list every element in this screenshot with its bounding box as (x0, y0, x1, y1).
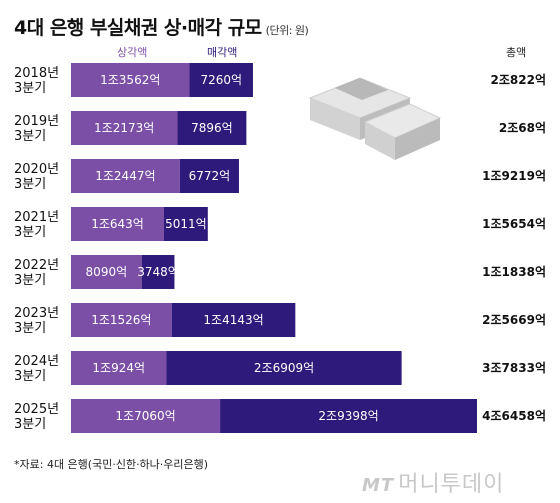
chart-title: 4대 은행 부실채권 상·매각 규모 (단위: 원) (14, 17, 309, 39)
unit-label: (단위: 원) (265, 24, 309, 37)
category-label: 3분기 (14, 273, 46, 288)
category-label: 2020년 (14, 162, 59, 177)
data-label-writeoff: 8090억 (86, 265, 128, 279)
category-label: 2023년 (14, 306, 59, 321)
bar-writeoff (71, 351, 167, 385)
bar-writeoff (71, 207, 165, 241)
bar-writeoff (71, 303, 172, 337)
money-stack-illustration (308, 77, 442, 160)
category-label: 2024년 (14, 354, 59, 369)
bar-sale (141, 255, 175, 289)
category-label: 3분기 (14, 81, 46, 96)
total-label: 4조6458억 (482, 409, 546, 423)
data-label-writeoff: 1조1526억 (91, 313, 151, 327)
total-label: 1조9219억 (482, 169, 546, 183)
data-label-writeoff: 1조2173억 (94, 121, 154, 135)
data-label-sale: 7896억 (191, 121, 233, 135)
data-label-sale: 7260억 (200, 73, 242, 87)
bar-sale (177, 111, 247, 145)
bar-writeoff (71, 255, 142, 289)
category-label: 3분기 (14, 417, 46, 432)
category-label: 3분기 (14, 177, 46, 192)
total-label: 1조1838억 (482, 265, 546, 279)
category-label: 2021년 (14, 210, 59, 225)
bar-writeoff (71, 111, 178, 145)
category-label: 3분기 (14, 129, 46, 144)
total-label: 2조5669억 (482, 313, 546, 327)
bar-sale (164, 207, 208, 241)
data-label-writeoff: 1조2447억 (95, 169, 155, 183)
footnote: *자료: 4대 은행(국민·신한·하나·우리은행) (14, 458, 209, 471)
watermark: MT 머니투데이 (362, 466, 504, 498)
bar-writeoff (71, 399, 221, 433)
category-label: 3분기 (14, 369, 46, 384)
bar-writeoff (71, 63, 190, 97)
total-header: 총액 (506, 46, 527, 59)
data-label-writeoff: 1조7060억 (115, 409, 175, 423)
legend-sale: 매각액 (207, 46, 238, 59)
bar-sale (189, 63, 253, 97)
category-label: 3분기 (14, 321, 46, 336)
data-label-sale: 3748억 (137, 265, 179, 279)
data-label-writeoff: 1조3562억 (100, 73, 160, 87)
category-label: 3분기 (14, 225, 46, 240)
data-label-sale: 1조4143억 (203, 313, 263, 327)
data-label-writeoff: 1조643억 (91, 217, 144, 231)
category-label: 2025년 (14, 402, 59, 417)
bar-sale (166, 351, 402, 385)
bar-sale (171, 303, 296, 337)
bar-writeoff (71, 159, 180, 193)
watermark-text: 머니투데이 (398, 472, 505, 497)
category-label: 2018년 (14, 66, 59, 81)
category-label: 2019년 (14, 114, 59, 129)
bar-sale (220, 399, 478, 433)
data-label-writeoff: 1조924억 (92, 361, 145, 375)
data-label-sale: 6772억 (189, 169, 231, 183)
total-label: 2조822억 (491, 73, 546, 87)
data-label-sale: 5011억 (165, 217, 207, 231)
data-label-sale: 2조6909억 (254, 361, 314, 375)
total-label: 2조68억 (499, 121, 546, 135)
watermark-brand: MT (362, 475, 395, 496)
total-label: 1조5654억 (482, 217, 546, 231)
data-label-sale: 2조9398억 (318, 409, 378, 423)
legend-writeoff: 상각액 (117, 46, 148, 59)
total-label: 3조7833억 (482, 361, 546, 375)
bar-sale (179, 159, 239, 193)
category-label: 2022년 (14, 258, 59, 273)
